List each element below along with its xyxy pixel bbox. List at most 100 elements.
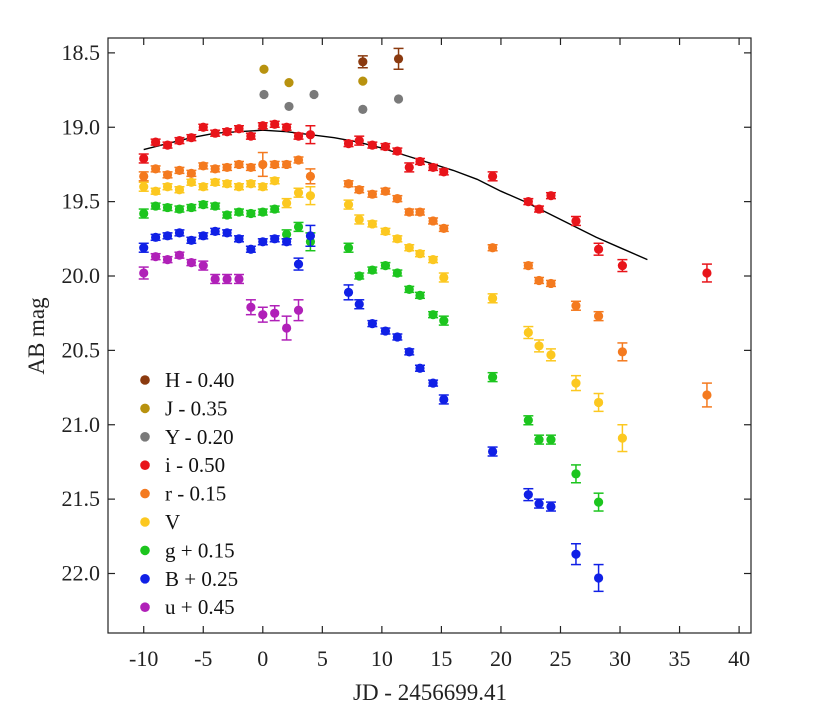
data-point-i xyxy=(571,216,581,226)
data-point-i xyxy=(702,268,712,278)
data-point-g xyxy=(186,202,196,213)
data-point-v xyxy=(534,341,544,351)
data-point-v xyxy=(523,327,533,338)
data-point-i xyxy=(617,260,628,271)
data-point-u xyxy=(258,310,268,320)
data-point-v xyxy=(234,182,244,192)
data-point-b xyxy=(234,234,244,244)
data-point-v xyxy=(404,243,414,253)
data-point-v xyxy=(392,234,402,244)
data-point-g xyxy=(534,435,544,445)
data-point-v xyxy=(186,177,196,187)
data-point-r xyxy=(488,243,498,253)
legend-label-h: H - 0.40 xyxy=(165,368,234,392)
data-point-u xyxy=(198,260,208,271)
data-point-i xyxy=(439,167,449,177)
data-point-g xyxy=(139,208,149,219)
data-point-i xyxy=(380,141,391,152)
data-point-v xyxy=(380,226,391,236)
data-point-i xyxy=(367,140,377,150)
data-point-b xyxy=(428,378,438,388)
data-point-i xyxy=(415,156,425,167)
x-axis-ticks: -10 -5 0 5 10 15 20 25 30 35 40 xyxy=(129,38,750,671)
data-point-v xyxy=(367,219,377,229)
data-point-b xyxy=(415,363,425,373)
data-point-u xyxy=(186,258,196,268)
series-h xyxy=(357,47,404,70)
data-point-i xyxy=(139,153,149,164)
data-point-v xyxy=(162,182,173,192)
data-point-r xyxy=(546,278,556,289)
data-point-v xyxy=(246,179,256,189)
data-point-y xyxy=(259,89,269,100)
data-point-v xyxy=(210,177,220,187)
data-point-v xyxy=(617,433,628,443)
data-point-b xyxy=(246,244,256,254)
data-point-g xyxy=(210,201,220,211)
data-point-r xyxy=(367,189,377,199)
data-point-r xyxy=(571,301,581,311)
legend-label-u: u + 0.45 xyxy=(165,595,235,619)
data-point-y xyxy=(284,101,294,112)
data-point-y xyxy=(358,104,368,114)
legend-label-r: r - 0.15 xyxy=(165,482,226,506)
data-point-v xyxy=(270,176,280,186)
y-tick-label: 20.5 xyxy=(62,337,101,362)
data-point-h xyxy=(358,57,368,67)
data-point-u xyxy=(282,323,292,333)
data-point-i xyxy=(198,122,208,132)
data-point-i xyxy=(354,136,364,146)
legend-label-j: J - 0.35 xyxy=(165,396,227,420)
data-point-g xyxy=(546,435,556,445)
data-point-g xyxy=(293,222,304,232)
data-point-g xyxy=(222,210,232,220)
data-point-i xyxy=(404,162,414,173)
data-point-u xyxy=(246,302,256,312)
data-point-i xyxy=(186,133,196,143)
data-point-b xyxy=(282,237,292,247)
legend-marker-i xyxy=(140,460,150,471)
data-point-i xyxy=(151,137,161,147)
data-point-r xyxy=(222,162,232,173)
x-tick-label: -10 xyxy=(129,646,158,671)
data-point-g xyxy=(428,310,438,320)
x-tick-label: 15 xyxy=(430,646,452,671)
data-point-g xyxy=(151,201,161,211)
x-axis-title: JD - 2456699.41 xyxy=(353,680,507,705)
data-point-i xyxy=(305,130,316,140)
series-j xyxy=(259,64,368,88)
x-tick-label: 5 xyxy=(317,646,328,671)
data-point-u xyxy=(270,308,280,318)
data-point-y xyxy=(309,89,319,100)
data-point-g xyxy=(198,200,208,210)
data-point-r xyxy=(210,164,220,174)
data-point-u xyxy=(139,268,149,278)
data-point-r xyxy=(702,390,712,400)
y-tick-label: 18.5 xyxy=(62,40,101,65)
data-point-r xyxy=(258,159,268,170)
data-point-u xyxy=(174,250,185,260)
data-point-u xyxy=(162,255,173,265)
data-point-r xyxy=(392,194,402,204)
data-point-g xyxy=(258,207,268,217)
data-point-i xyxy=(546,191,556,201)
data-point-v xyxy=(354,214,364,225)
x-tick-label: 20 xyxy=(490,646,512,671)
data-point-b xyxy=(439,394,449,405)
data-point-b xyxy=(198,231,208,241)
data-point-v xyxy=(593,397,604,408)
legend-marker-r xyxy=(140,488,150,499)
series-g xyxy=(138,200,604,512)
legend: H - 0.40 J - 0.35 Y - 0.20 i - 0.50 r - 0.15… xyxy=(140,368,238,619)
data-point-g xyxy=(234,207,244,217)
data-point-v xyxy=(305,191,316,201)
data-point-r xyxy=(305,171,316,181)
data-point-g xyxy=(571,469,581,479)
data-point-v xyxy=(139,182,149,192)
y-tick-label: 19.0 xyxy=(62,114,101,139)
legend-label-y: Y - 0.20 xyxy=(165,425,234,449)
legend-marker-u xyxy=(140,602,150,612)
data-point-h xyxy=(393,54,404,64)
